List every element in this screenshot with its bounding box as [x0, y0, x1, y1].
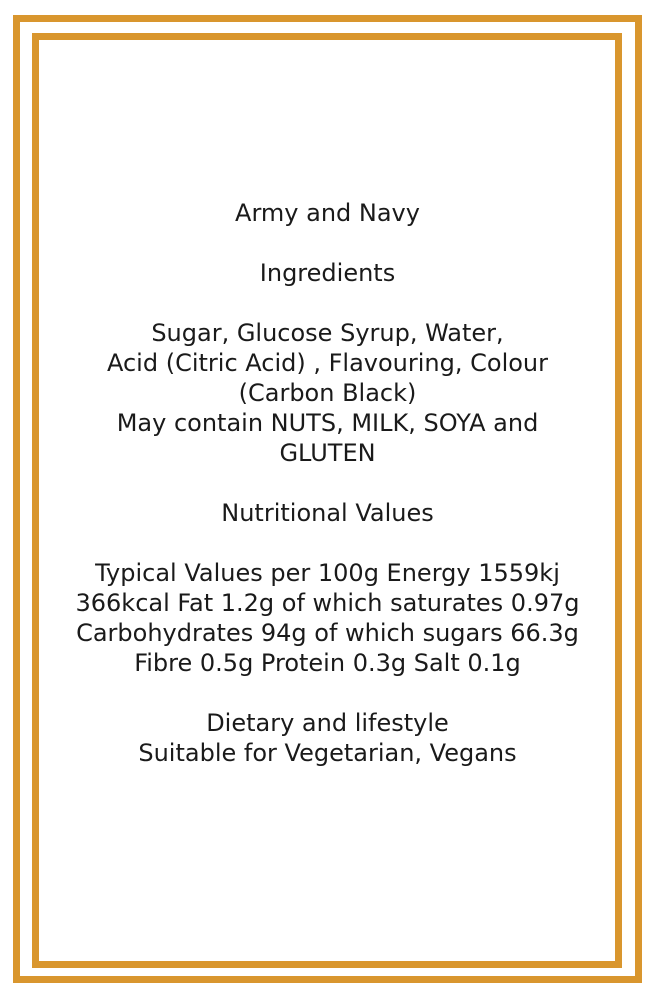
- inner-border-frame: [32, 33, 622, 968]
- ingredients-line: (Carbon Black): [238, 379, 417, 407]
- outer-border-frame: [13, 15, 642, 983]
- nutrition-line: 366kcal Fat 1.2g of which saturates 0.97…: [75, 589, 580, 617]
- dietary-line: Suitable for Vegetarian, Vegans: [138, 739, 517, 767]
- blank-line: [39, 528, 616, 558]
- ingredients-line: Acid (Citric Acid) , Flavouring, Colour: [106, 349, 548, 377]
- nutrition-heading: Nutritional Values: [221, 499, 434, 527]
- ingredients-heading: Ingredients: [259, 259, 396, 287]
- label-text-block: Army and Navy Ingredients Sugar, Glucose…: [39, 198, 616, 768]
- product-title: Army and Navy: [235, 199, 420, 227]
- blank-line: [39, 288, 616, 318]
- ingredients-line: Sugar, Glucose Syrup, Water,: [151, 319, 504, 347]
- nutrition-line: Fibre 0.5g Protein 0.3g Salt 0.1g: [134, 649, 521, 677]
- blank-line: [39, 468, 616, 498]
- allergen-line: GLUTEN: [279, 439, 376, 467]
- allergen-line: May contain NUTS, MILK, SOYA and: [116, 409, 539, 437]
- blank-line: [39, 678, 616, 708]
- dietary-heading: Dietary and lifestyle: [206, 709, 449, 737]
- nutrition-line: Typical Values per 100g Energy 1559kj: [95, 559, 560, 587]
- nutrition-line: Carbohydrates 94g of which sugars 66.3g: [76, 619, 579, 647]
- blank-line: [39, 228, 616, 258]
